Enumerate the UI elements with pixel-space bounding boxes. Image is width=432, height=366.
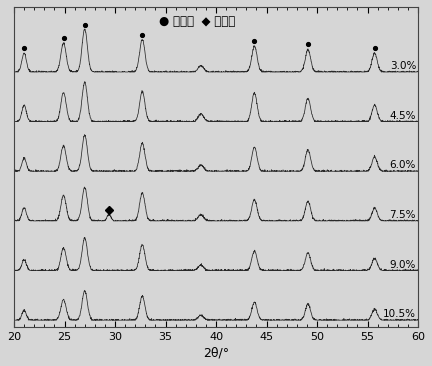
X-axis label: 2θ/°: 2θ/° [203,346,229,359]
Text: 9.0%: 9.0% [390,259,416,269]
Text: 3.0%: 3.0% [390,61,416,71]
Text: 7.5%: 7.5% [390,210,416,220]
Text: 4.5%: 4.5% [390,111,416,121]
Text: 6.0%: 6.0% [390,160,416,170]
Text: 10.5%: 10.5% [383,309,416,319]
Text: ● 球霹石  ◆ 方解石: ● 球霹石 ◆ 方解石 [159,15,236,28]
